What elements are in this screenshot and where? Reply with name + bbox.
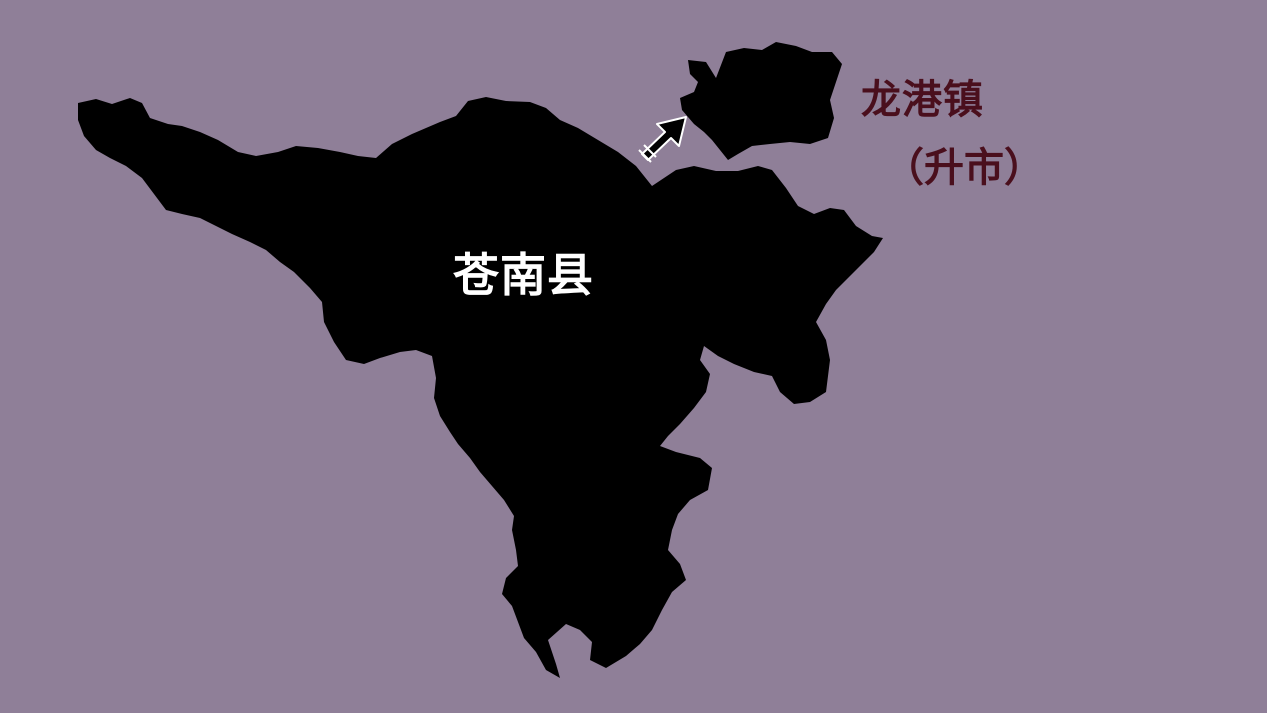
arrow-northeast-icon bbox=[638, 116, 687, 163]
region-cangnan-shape bbox=[78, 97, 883, 678]
status-note-label: （升市） bbox=[884, 145, 1044, 191]
region-longgang-shape bbox=[680, 42, 842, 160]
region-label-longgang: 龙港镇 bbox=[861, 77, 984, 123]
region-label-cangnan: 苍南县 bbox=[453, 248, 594, 302]
